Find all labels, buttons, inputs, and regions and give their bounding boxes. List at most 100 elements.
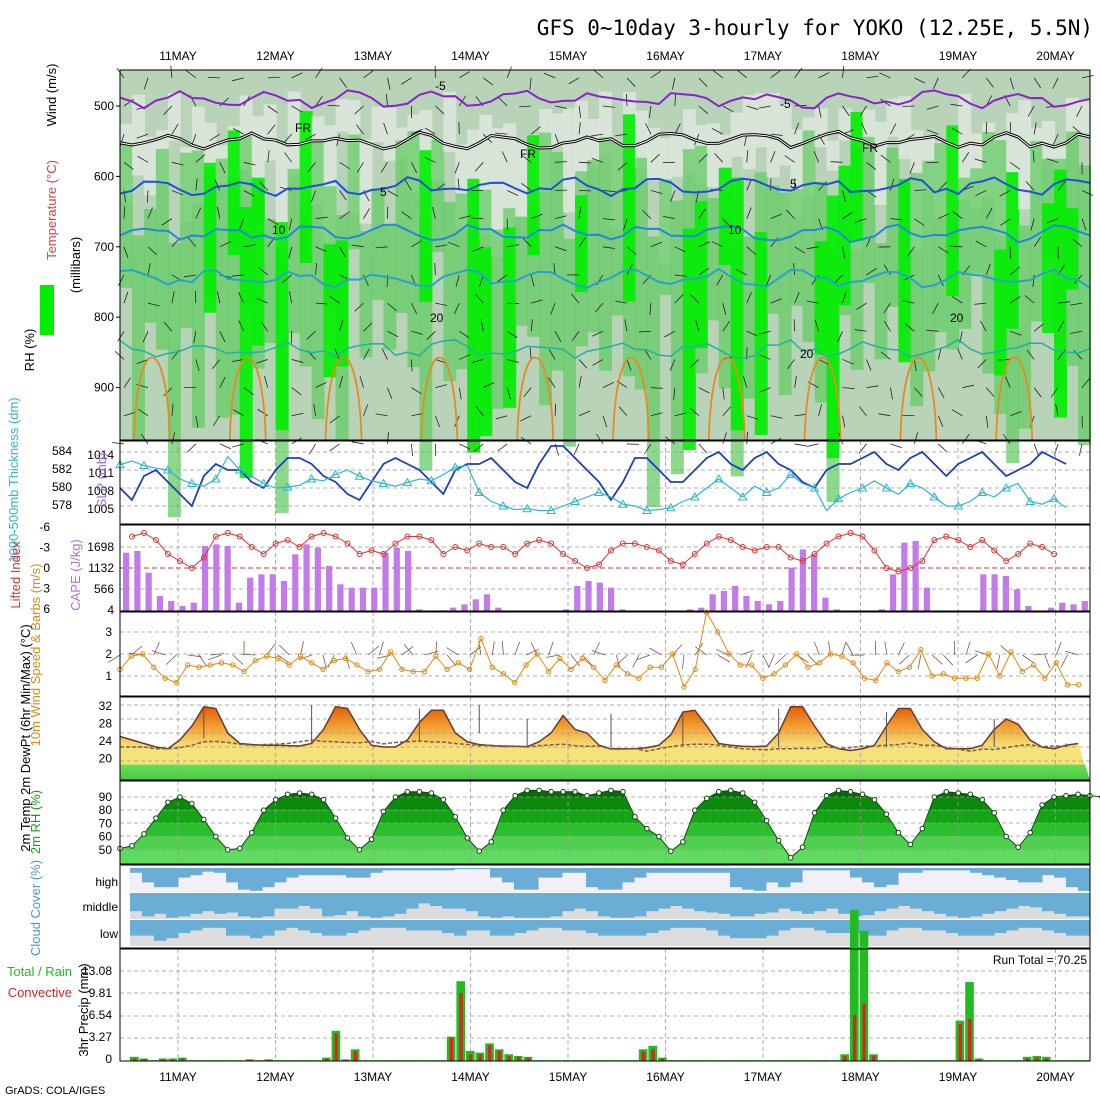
cape-bar bbox=[123, 552, 130, 611]
cloud-middle-bar bbox=[682, 893, 695, 909]
wind-speed-marker bbox=[669, 651, 676, 657]
rh-moist-patch bbox=[970, 168, 984, 274]
rh-marker bbox=[943, 788, 950, 795]
cloud-middle-bar bbox=[166, 893, 179, 918]
rh-marker bbox=[763, 817, 770, 824]
wind-barb bbox=[288, 218, 293, 231]
dewpoint-line bbox=[120, 739, 1067, 752]
cape-bar bbox=[450, 607, 457, 611]
wind-barb bbox=[602, 105, 615, 108]
wind-barb bbox=[974, 158, 987, 163]
wind-barb bbox=[786, 359, 795, 370]
cape-bar bbox=[878, 609, 885, 611]
wind-barb bbox=[507, 302, 520, 305]
wind-barb bbox=[1050, 387, 1059, 398]
contour-label: FR bbox=[295, 121, 311, 135]
cloud-high-bar bbox=[310, 868, 323, 876]
lifted-index-marker bbox=[1051, 551, 1058, 557]
cloud-high-bar bbox=[730, 868, 743, 888]
temp-tick: 24 bbox=[99, 734, 113, 748]
cloud-middle-bar bbox=[490, 893, 503, 918]
wind-barb bbox=[232, 128, 244, 135]
cape-bar bbox=[337, 584, 344, 611]
lifted-index-marker bbox=[859, 533, 866, 540]
cloud-middle-bar bbox=[994, 893, 1007, 912]
wind-barb bbox=[1053, 443, 1059, 456]
wind-barb bbox=[644, 349, 652, 360]
wind-barb bbox=[998, 359, 1011, 361]
wind-barb bbox=[140, 433, 149, 445]
wind-barb bbox=[231, 274, 244, 277]
cloud-low-bar bbox=[190, 920, 203, 931]
cloud-low-bar bbox=[742, 920, 755, 939]
cloud-high-bar bbox=[718, 868, 731, 873]
thickness-marker bbox=[881, 482, 892, 492]
wind-barb bbox=[1057, 180, 1066, 191]
wind-barb bbox=[548, 348, 556, 360]
cloud-high-bar bbox=[874, 868, 887, 888]
wind-speed-marker bbox=[151, 664, 157, 670]
rh-moist-patch bbox=[515, 216, 529, 326]
wind-barb bbox=[334, 348, 340, 360]
wind-barb bbox=[186, 443, 197, 453]
wind-barb bbox=[315, 67, 323, 79]
rh-marker bbox=[871, 796, 878, 803]
wind-barb bbox=[267, 105, 278, 114]
wind-barb bbox=[543, 72, 556, 79]
cloud-middle-bar bbox=[1054, 893, 1067, 914]
wind-barb bbox=[593, 69, 604, 79]
rh-saturated-patch bbox=[419, 150, 433, 303]
cloud-middle-bar bbox=[610, 893, 623, 918]
wind-barb bbox=[938, 213, 950, 220]
rh-marker bbox=[823, 792, 830, 799]
rh-moist-patch bbox=[706, 198, 720, 321]
cloud-middle-bar bbox=[694, 893, 707, 912]
wind-speed-marker bbox=[951, 675, 958, 681]
wind-barb bbox=[151, 650, 166, 656]
wind-barb bbox=[794, 413, 807, 417]
rh-saturated-patch bbox=[622, 114, 636, 302]
cape-bar bbox=[303, 544, 310, 611]
wind-speed-marker bbox=[760, 675, 766, 681]
cloud-high-bar bbox=[994, 868, 1007, 878]
wind-barb bbox=[938, 246, 949, 254]
thickness-marker bbox=[689, 491, 700, 501]
lifted-tick: 6 bbox=[43, 602, 50, 616]
precip-convective-bar bbox=[660, 1058, 665, 1061]
lifted-index-marker bbox=[895, 568, 902, 575]
thickness-marker bbox=[737, 491, 748, 501]
precip-convective-bar bbox=[641, 1051, 646, 1061]
wind-barb bbox=[698, 153, 708, 163]
wind-speed-marker bbox=[376, 666, 383, 673]
wind-barb bbox=[762, 654, 770, 668]
wind-barb bbox=[711, 241, 723, 248]
thickness-marker bbox=[857, 482, 868, 492]
lifted-index-marker bbox=[476, 540, 483, 547]
cape-bar bbox=[359, 587, 367, 611]
wind-barb bbox=[985, 122, 988, 135]
cloud-middle-bar bbox=[226, 893, 239, 913]
rh-dry-patch bbox=[730, 112, 744, 157]
rh-moist-patch bbox=[287, 168, 301, 334]
precip-convective-bar bbox=[977, 1059, 982, 1061]
wind-barb bbox=[387, 431, 389, 444]
wind-barb bbox=[593, 642, 600, 656]
wind-barb bbox=[828, 641, 831, 656]
wind-barb bbox=[758, 330, 771, 335]
cloud-middle-bar bbox=[982, 893, 995, 914]
wind-barb bbox=[315, 302, 328, 305]
cloud-middle-bar bbox=[406, 893, 419, 909]
lifted-tick: -6 bbox=[39, 520, 50, 534]
wind-barb bbox=[883, 320, 891, 332]
wind-barb bbox=[578, 359, 588, 369]
wind-barb bbox=[506, 387, 511, 400]
contour-label: 10 bbox=[728, 223, 742, 237]
cloud-high-bar bbox=[286, 868, 299, 878]
rh-marker bbox=[440, 796, 447, 803]
panel-lifted-cape: -6 -3 0 3 6 1698 1132 566 4 Lifted Index CAPE (J/k… bbox=[8, 520, 1091, 617]
cloud-middle-bar bbox=[478, 893, 491, 917]
wind-speed-marker bbox=[940, 671, 947, 677]
cloud-low-bar bbox=[694, 920, 707, 928]
slp-tick: 1005 bbox=[87, 502, 114, 516]
